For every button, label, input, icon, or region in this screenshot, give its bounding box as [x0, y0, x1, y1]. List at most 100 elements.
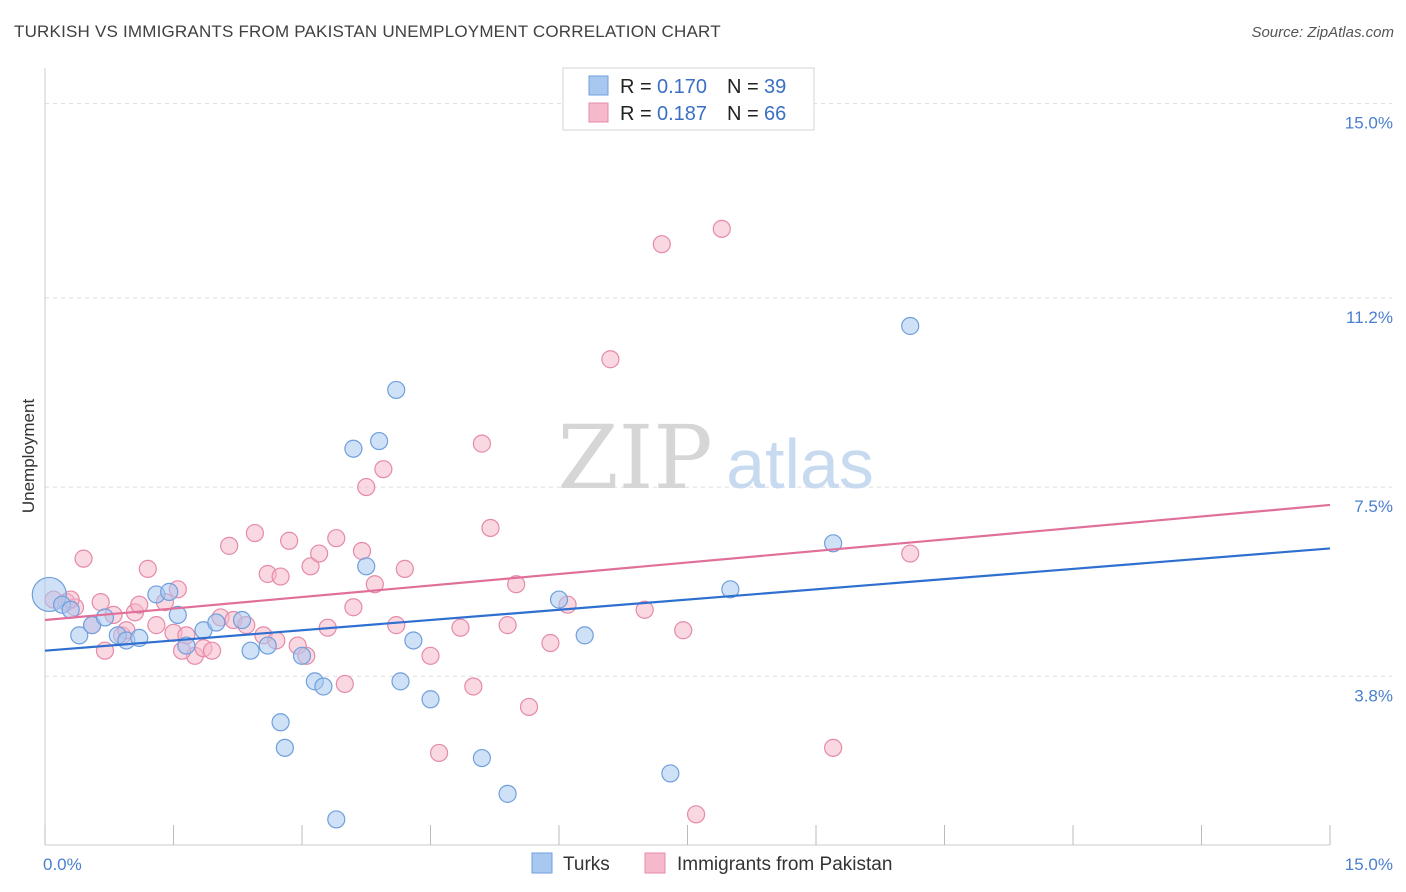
pakistan-point [395, 559, 414, 578]
turks-point [177, 636, 196, 655]
pakistan-point [130, 595, 149, 614]
pakistan-point [91, 593, 110, 612]
y-tick-label: 15.0% [1345, 114, 1393, 133]
pakistan-point [601, 350, 620, 369]
turks-point [232, 610, 252, 630]
legend-r-value: 0.170 [657, 76, 707, 98]
watermark: ZIP atlas [557, 406, 874, 509]
turks-point [95, 608, 115, 627]
pakistan-point [451, 618, 470, 637]
legend-n-label: N = [727, 103, 759, 125]
turks-point [258, 636, 277, 655]
turks-point [207, 613, 226, 632]
pakistan-point [674, 621, 693, 640]
data-points [31, 219, 920, 829]
pakistan-point [352, 541, 372, 561]
turks-point [824, 534, 843, 553]
turks-point [271, 713, 290, 732]
turks-point [241, 641, 260, 660]
grid-lines [45, 103, 1392, 677]
pakistan-point [374, 460, 393, 479]
legend-r-label: R = [620, 103, 652, 125]
turks-point [344, 439, 363, 458]
legend-swatch-pakistan [588, 102, 609, 123]
turks-point [387, 380, 406, 400]
pakistan-point [327, 529, 346, 548]
bottom-legend-label-turks: Turks [563, 854, 610, 875]
bottom-legend-swatch-turks [531, 852, 553, 874]
pakistan-point [901, 544, 920, 563]
turks-point [721, 580, 740, 599]
watermark-zip: ZIP [557, 406, 712, 509]
pakistan-trend-line [44, 503, 1331, 622]
trend-lines [44, 503, 1331, 652]
pakistan-point [686, 805, 706, 824]
turks-point [575, 626, 594, 645]
pakistan-point [429, 743, 449, 763]
legend-n-label: N = [727, 76, 759, 98]
turks-point [61, 600, 80, 619]
legend-r-label: R = [620, 76, 652, 98]
pakistan-point [74, 549, 93, 568]
pakistan-point [541, 633, 560, 653]
pakistan-point [421, 646, 440, 665]
y-tick-label: 3.8% [1354, 686, 1393, 705]
pakistan-point [301, 557, 320, 576]
pakistan-point [202, 641, 222, 660]
turks-point [160, 582, 179, 601]
turks-point [661, 764, 680, 783]
bottom-legend: Turks Immigrants from Pakistan [531, 852, 892, 875]
pakistan-point [220, 536, 239, 555]
turks-trend-line [44, 547, 1331, 652]
pakistan-point [245, 523, 264, 543]
watermark-atlas: atlas [726, 425, 874, 503]
legend-n-value: 66 [764, 103, 786, 125]
turks-point [357, 557, 376, 576]
turks-point [275, 738, 294, 757]
turks-point [292, 646, 312, 665]
legend-swatch-turks [588, 75, 609, 96]
pakistan-point [365, 575, 384, 594]
turks-point [421, 690, 440, 709]
turks-point [314, 677, 333, 696]
pakistan-point [280, 531, 299, 550]
pakistan-point [310, 544, 329, 563]
chart-title: TURKISH VS IMMIGRANTS FROM PAKISTAN UNEM… [14, 22, 721, 41]
turks-point [472, 748, 491, 768]
pakistan-point [712, 219, 731, 238]
pakistan-point [271, 567, 290, 586]
pakistan-point [824, 738, 843, 757]
legend: R = 0.170 N = 39 R = 0.187 N = 66 [562, 67, 815, 131]
turks-point [901, 316, 920, 336]
pakistan-point [635, 600, 654, 619]
y-axis-label: Unemployment [19, 399, 38, 514]
legend-n-value: 39 [764, 76, 786, 98]
pakistan-point [138, 559, 157, 578]
turks-point [168, 605, 187, 625]
pakistan-point [652, 235, 671, 254]
pakistan-point [498, 616, 517, 635]
pakistan-point [481, 518, 500, 538]
pakistan-point [387, 616, 406, 635]
pakistan-point [519, 697, 539, 717]
y-tick-label: 7.5% [1354, 497, 1393, 516]
pakistan-point [464, 677, 483, 696]
bottom-legend-label-pakistan: Immigrants from Pakistan [677, 854, 892, 875]
pakistan-point [357, 477, 376, 497]
pakistan-point [335, 674, 354, 694]
x-tick-label: 0.0% [43, 855, 82, 874]
turks-point [370, 431, 389, 451]
legend-r-value: 0.187 [657, 103, 707, 125]
chart-source: Source: ZipAtlas.com [1251, 24, 1394, 41]
bottom-legend-swatch-pakistan [644, 852, 666, 874]
x-tick-label: 15.0% [1345, 855, 1393, 874]
pakistan-point [344, 598, 363, 617]
tick-labels: 3.8% 7.5% 11.2% 15.0% 0.0% 15.0% [43, 114, 1393, 874]
turks-point [549, 590, 569, 609]
pakistan-point [147, 616, 166, 635]
pakistan-point [472, 434, 491, 453]
turks-point [404, 631, 423, 650]
turks-point [498, 784, 517, 803]
pakistan-point [507, 575, 526, 594]
